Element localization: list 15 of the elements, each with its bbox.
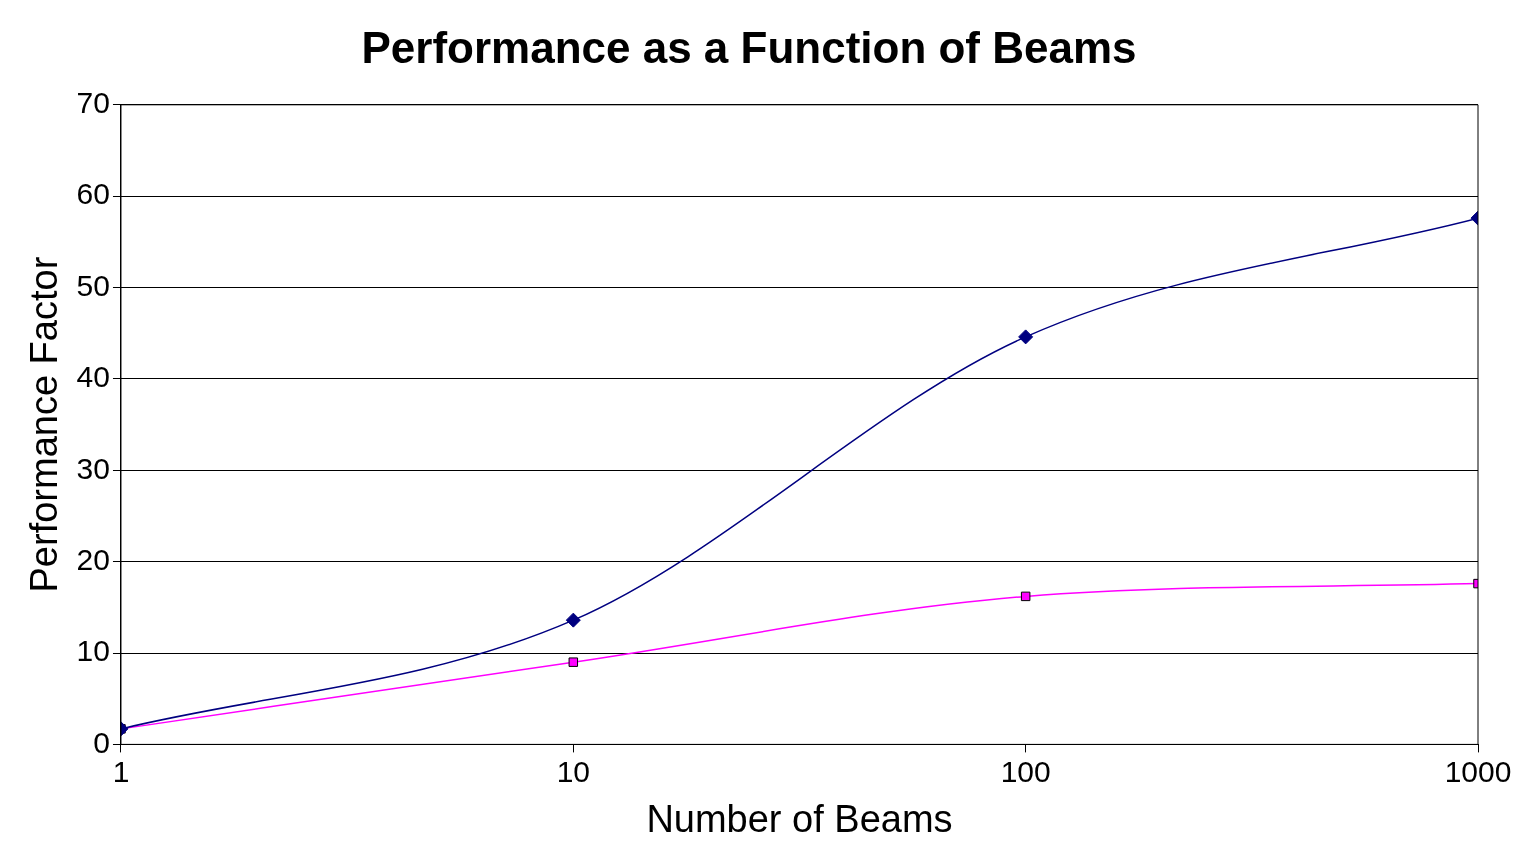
chart-title: Performance as a Function of Beams bbox=[361, 22, 1137, 72]
y-tick-label: 40 bbox=[76, 360, 110, 394]
y-tick-label: 30 bbox=[76, 451, 110, 485]
y-tick-label: 70 bbox=[76, 86, 110, 120]
x-tick-label: 1000 bbox=[1444, 754, 1512, 788]
y-tick-label: 20 bbox=[76, 542, 110, 576]
y-tick-label: 0 bbox=[93, 725, 110, 759]
x-tick-label: 1 bbox=[112, 754, 130, 788]
y-axis-title: Performance Factor bbox=[23, 256, 66, 593]
x-tick-label: 100 bbox=[1000, 754, 1051, 788]
y-tick-label: 60 bbox=[76, 177, 110, 211]
x-axis-title: Number of Beams bbox=[646, 797, 953, 840]
x-tick-label: 10 bbox=[556, 754, 590, 788]
y-tick-label: 50 bbox=[76, 268, 110, 302]
y-tick-label: 10 bbox=[76, 634, 110, 668]
